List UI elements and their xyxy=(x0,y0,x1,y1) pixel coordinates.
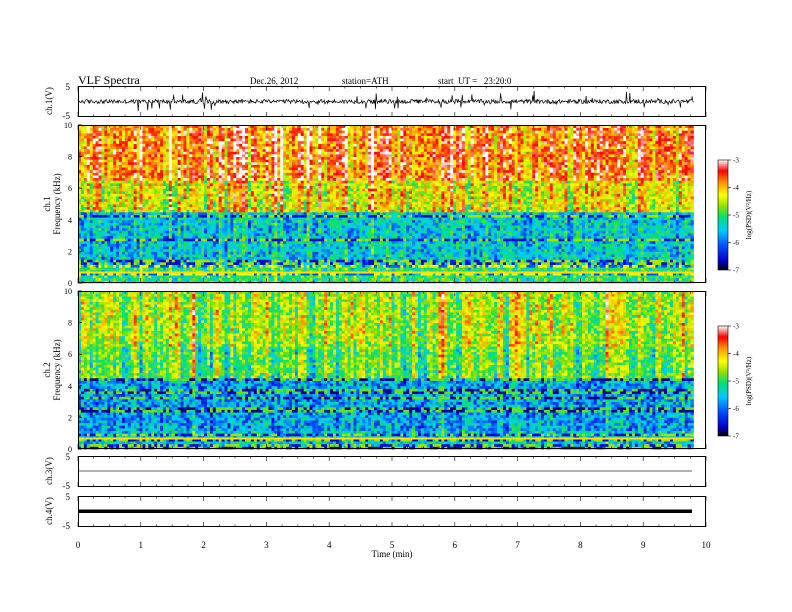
ch4-waveform-panel: 5 -5 ch.4(V) xyxy=(44,492,706,531)
time-tick-label: 7 xyxy=(515,540,520,550)
ch2-spectrogram-image xyxy=(78,291,694,449)
colorbar-tick-label: -5 xyxy=(733,378,739,386)
time-tick-label: 1 xyxy=(139,540,144,550)
ch3-ylabel: ch.3(V) xyxy=(44,457,54,485)
colorbar-tick-label: -6 xyxy=(733,405,739,413)
colorbar-tick-label: -3 xyxy=(733,157,739,165)
colorbar-tick-label: -7 xyxy=(733,267,739,275)
ch3-ytick-top: 5 xyxy=(66,452,71,462)
ch4-ytick-bottom: -5 xyxy=(63,521,71,531)
time-tick-label: 2 xyxy=(201,540,206,550)
time-tick-label: 3 xyxy=(264,540,269,550)
narrowband-line xyxy=(78,438,693,440)
ch1-waveform-panel: 5 -5 ch.1(V) xyxy=(44,82,706,121)
ch2-colorbar: -3 -4 -5 -6 -7 log(PSD)(V²/Hz) xyxy=(718,323,753,441)
time-tick-label: 9 xyxy=(641,540,646,550)
time-tick-label: 4 xyxy=(327,540,332,550)
ch1-ytick-bottom: -5 xyxy=(63,111,71,121)
ytick-label: 10 xyxy=(64,287,72,296)
ytick-label: 4 xyxy=(68,216,72,225)
ch1-colorbar: -3 -4 -5 -6 -7 log(PSD)(V²/Hz) xyxy=(718,157,753,275)
ytick-label: 2 xyxy=(68,247,72,256)
ch2-spec-channel-label: ch.2 xyxy=(42,362,52,377)
colorbar-tick-label: -6 xyxy=(733,239,739,247)
ytick-label: 6 xyxy=(68,184,72,193)
ch1-spec-channel-label: ch.1 xyxy=(42,196,52,211)
ch4-ytick-top: 5 xyxy=(66,492,71,502)
colorbar-tick-label: -7 xyxy=(733,433,739,441)
ytick-label: 8 xyxy=(68,319,72,328)
ch4-waveform-trace xyxy=(79,510,692,514)
ytick-label: 8 xyxy=(68,153,72,162)
colorbar-tick-label: -4 xyxy=(733,184,739,192)
time-tick-label: 10 xyxy=(702,540,712,550)
ch3-ytick-bottom: -5 xyxy=(63,481,71,491)
ytick-label: 10 xyxy=(64,121,72,130)
ytick-label: 4 xyxy=(68,382,72,391)
time-tick-label: 8 xyxy=(578,540,583,550)
time-axis-label: Time (min) xyxy=(372,549,413,559)
ch1-spectrogram-image xyxy=(78,125,694,283)
colorbar-tick-label: -5 xyxy=(733,212,739,220)
ch1-colorbar-ticks: -3 -4 -5 -6 -7 xyxy=(728,157,739,275)
ch2-colorbar-label: log(PSD)(V²/Hz) xyxy=(745,356,753,405)
ch1-ylabel: ch.1(V) xyxy=(44,87,54,115)
ytick-label: 2 xyxy=(68,413,72,422)
colorbar-tick-label: -4 xyxy=(733,350,739,358)
ch1-spec-ylabel: Frequency (kHz) xyxy=(52,173,62,234)
ytick-label: 6 xyxy=(68,350,72,359)
colorbar-tick-label: -3 xyxy=(733,323,739,331)
ch2-colorbar-ticks: -3 -4 -5 -6 -7 xyxy=(728,323,739,441)
time-tick-label: 0 xyxy=(76,540,81,550)
time-tick-label: 6 xyxy=(453,540,458,550)
ch4-ylabel: ch.4(V) xyxy=(44,497,54,525)
ch1-colorbar-label: log(PSD)(V²/Hz) xyxy=(745,190,753,239)
narrowband-line xyxy=(78,272,693,274)
ch1-ytick-top: 5 xyxy=(66,82,71,92)
ch2-spec-ylabel: Frequency (kHz) xyxy=(52,339,62,400)
ch3-waveform-panel: 5 -5 ch.3(V) xyxy=(44,452,706,491)
